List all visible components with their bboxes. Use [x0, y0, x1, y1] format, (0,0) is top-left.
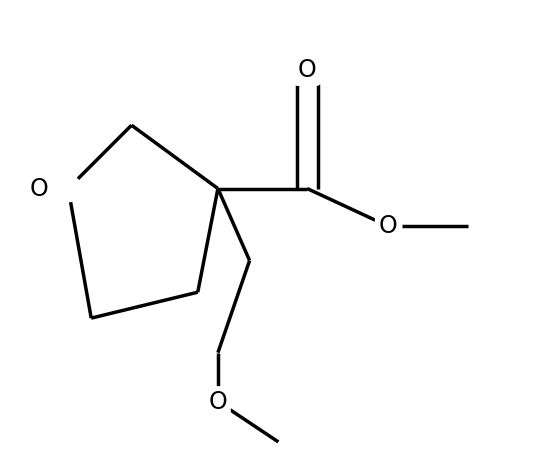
Text: O: O: [379, 214, 397, 238]
Text: O: O: [30, 177, 49, 200]
Text: O: O: [208, 390, 227, 414]
Text: O: O: [298, 58, 316, 83]
